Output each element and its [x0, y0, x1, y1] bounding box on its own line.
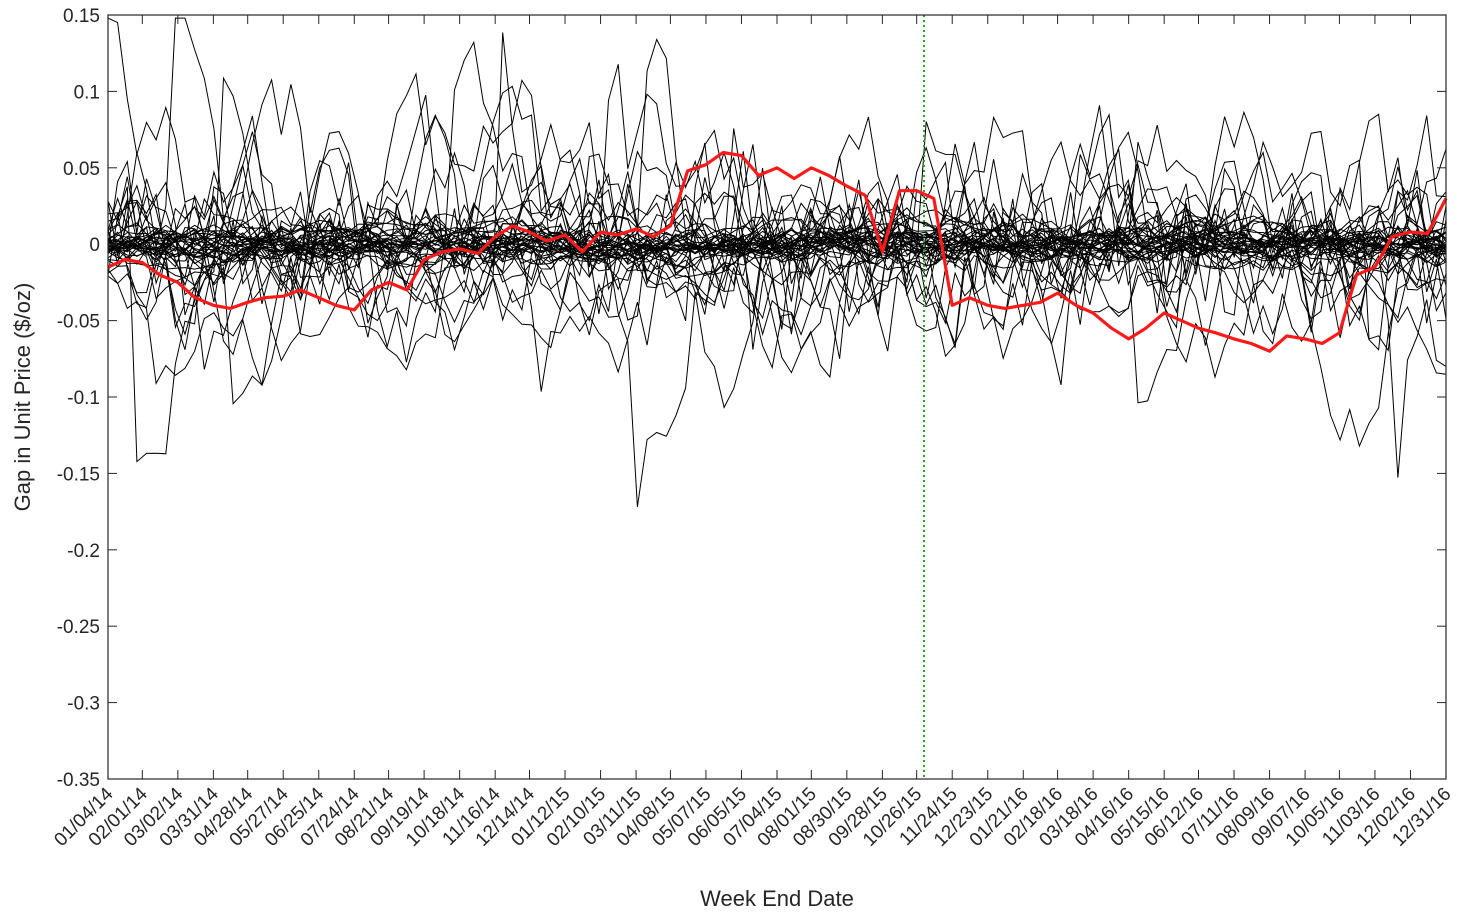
background-series-line: [107, 224, 1447, 262]
background-series-line: [107, 201, 1447, 281]
y-tick-label: -0.25: [57, 617, 100, 638]
x-axis-label: Week End Date: [700, 886, 854, 911]
background-series-line: [107, 113, 1447, 379]
y-tick-label: -0.1: [67, 388, 100, 409]
y-tick-label: -0.15: [57, 464, 100, 485]
y-tick-label: 0.15: [63, 6, 100, 27]
highlight-series-group: [107, 150, 1448, 353]
y-tick-label: -0.3: [67, 694, 100, 715]
y-tick-label: -0.35: [57, 770, 100, 791]
background-series-line: [107, 17, 1447, 448]
y-axis-label: Gap in Unit Price ($/oz): [10, 283, 35, 512]
background-series-line: [107, 150, 1447, 405]
background-series-line: [107, 195, 1447, 319]
y-tick-label: 0: [89, 235, 100, 256]
background-series-line: [107, 154, 1447, 312]
y-axis: 0.15 0.1 0.05 0 -0.05 -0.1 -0.15 -0.2 -0.25 -0.3 -…: [57, 6, 1446, 791]
background-series-group: [107, 17, 1447, 507]
background-series-line: [107, 72, 1447, 463]
y-tick-label: -0.05: [57, 312, 100, 333]
background-series-line: [107, 121, 1447, 370]
background-series-line: [107, 32, 1447, 379]
plot-background: [108, 15, 1446, 779]
background-series-line: [107, 219, 1447, 259]
y-tick-label: 0.1: [74, 82, 100, 103]
background-series-line: [107, 64, 1447, 478]
y-tick-label: -0.2: [67, 541, 100, 562]
y-tick-label: 0.05: [63, 159, 100, 180]
background-series-line: [107, 229, 1447, 300]
background-series-line: [107, 128, 1447, 314]
background-series-line: [107, 76, 1447, 375]
highlight-series-line: [107, 150, 1448, 353]
